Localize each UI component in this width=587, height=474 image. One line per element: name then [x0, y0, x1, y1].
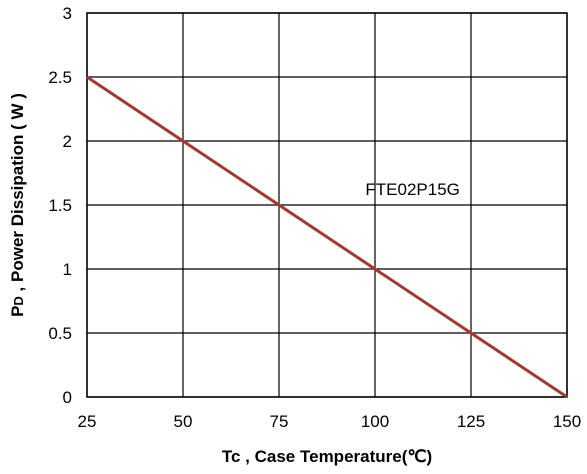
y-tick-labels: 0 0.5 1 1.5 2 2.5 3: [48, 4, 72, 407]
y-axis-title-main: P: [8, 306, 27, 317]
y-tick-label: 0.5: [48, 324, 72, 343]
x-tick-label: 50: [174, 412, 193, 431]
series-annotation: FTE02P15G: [365, 180, 460, 199]
x-tick-label: 150: [553, 412, 581, 431]
grid: [86, 12, 568, 398]
x-tick-label: 125: [457, 412, 485, 431]
y-tick-label: 1.5: [48, 196, 72, 215]
y-tick-label: 2.5: [48, 68, 72, 87]
y-axis-title: PD , Power Dissipation ( W ): [8, 93, 27, 317]
series-group: [86, 75, 568, 399]
x-tick-label: 100: [361, 412, 389, 431]
x-axis-title: Tc , Case Temperature(℃): [222, 447, 432, 466]
y-axis-title-rest: , Power Dissipation ( W ): [8, 93, 27, 296]
x-tick-label: 75: [270, 412, 289, 431]
y-tick-label: 2: [63, 132, 72, 151]
y-tick-label: 3: [63, 4, 72, 23]
series-line: [86, 75, 568, 399]
plot-frame: [86, 12, 568, 398]
y-axis-title-subscript: D: [11, 296, 26, 305]
y-tick-label: 1: [63, 260, 72, 279]
x-tick-labels: 25 50 75 100 125 150: [78, 412, 582, 431]
x-tick-label: 25: [78, 412, 97, 431]
svg-text:PD , Power Dissipation ( W ): PD , Power Dissipation ( W ): [8, 93, 27, 317]
y-tick-label: 0: [63, 388, 72, 407]
